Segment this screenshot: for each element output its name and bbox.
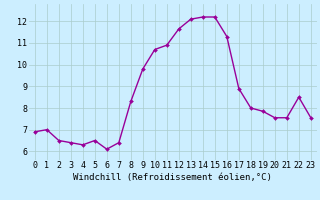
X-axis label: Windchill (Refroidissement éolien,°C): Windchill (Refroidissement éolien,°C) <box>73 173 272 182</box>
